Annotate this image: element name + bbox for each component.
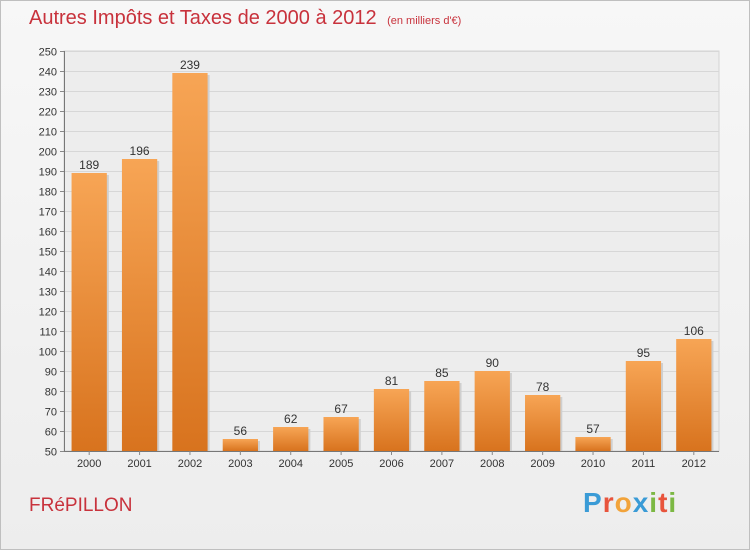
bar	[575, 437, 611, 451]
bar-value-label: 239	[180, 58, 200, 72]
bar	[373, 389, 410, 451]
commune-name: FRéPILLON	[29, 495, 133, 516]
brand-logo-letter: i	[668, 487, 678, 518]
bar-value-label: 95	[637, 346, 651, 360]
x-tick-label: 2000	[77, 458, 101, 470]
brand-logo-letter: i	[649, 487, 659, 518]
bar	[424, 381, 460, 451]
x-tick-label: 2010	[581, 458, 605, 470]
x-tick-label: 2008	[480, 458, 504, 470]
y-tick-label: 50	[45, 447, 57, 459]
x-tick-label: 2012	[682, 458, 706, 470]
bar	[172, 73, 208, 451]
y-tick-label: 240	[39, 67, 57, 79]
bar-value-label: 90	[486, 356, 500, 370]
bar-value-label: 81	[385, 374, 399, 388]
brand-logo: Proxiti	[583, 487, 677, 519]
bar	[525, 395, 561, 451]
x-tick-label: 2007	[430, 458, 454, 470]
brand-logo-letter: o	[614, 487, 633, 518]
y-tick-label: 160	[39, 227, 57, 239]
y-tick-label: 200	[39, 147, 57, 159]
bar-value-label: 67	[334, 402, 348, 416]
y-tick-label: 120	[39, 307, 57, 319]
bar-value-label: 62	[284, 412, 298, 426]
bar	[273, 427, 309, 451]
bar	[222, 439, 258, 451]
bar	[676, 339, 712, 451]
x-tick-label: 2006	[379, 458, 403, 470]
brand-logo-letter: P	[583, 487, 603, 518]
y-tick-label: 180	[39, 187, 57, 199]
y-tick-label: 70	[45, 407, 57, 419]
bar	[625, 361, 662, 451]
title-row: Autres Impôts et Taxes de 2000 à 2012 (e…	[29, 7, 461, 30]
y-tick-label: 220	[39, 107, 57, 119]
bar-value-label: 78	[536, 380, 550, 394]
bar-value-label: 56	[234, 424, 248, 438]
y-tick-label: 250	[39, 47, 57, 59]
y-tick-label: 90	[45, 367, 57, 379]
y-tick-label: 80	[45, 387, 57, 399]
x-tick-label: 2004	[278, 458, 302, 470]
brand-logo-letter: x	[632, 487, 650, 518]
y-tick-label: 140	[39, 267, 57, 279]
brand-logo-letter: t	[658, 487, 669, 518]
y-tick-label: 190	[39, 167, 57, 179]
bar	[474, 371, 510, 451]
x-tick-label: 2002	[178, 458, 202, 470]
y-tick-label: 60	[45, 427, 57, 439]
y-tick-label: 230	[39, 87, 57, 99]
chart-subtitle: (en milliers d'€)	[387, 15, 462, 27]
x-tick-label: 2009	[530, 458, 554, 470]
chart-title: Autres Impôts et Taxes de 2000 à 2012	[29, 7, 377, 29]
brand-logo-letter: r	[602, 487, 615, 518]
x-tick-label: 2003	[228, 458, 252, 470]
x-tick-label: 2011	[632, 458, 656, 470]
x-tick-label: 2005	[329, 458, 353, 470]
y-tick-label: 100	[39, 347, 57, 359]
bar-value-label: 57	[586, 422, 600, 436]
x-tick-label: 2001	[127, 458, 151, 470]
y-tick-label: 110	[39, 327, 57, 339]
bar-value-label: 106	[684, 324, 704, 338]
y-tick-label: 130	[39, 287, 57, 299]
bar-value-label: 189	[79, 158, 99, 172]
y-tick-label: 170	[39, 207, 57, 219]
bar	[121, 159, 158, 451]
bar	[71, 173, 107, 451]
bar	[323, 417, 359, 451]
y-tick-label: 210	[39, 127, 57, 139]
y-tick-label: 150	[39, 247, 57, 259]
bar-value-label: 85	[435, 366, 449, 380]
bar-value-label: 196	[130, 144, 150, 158]
